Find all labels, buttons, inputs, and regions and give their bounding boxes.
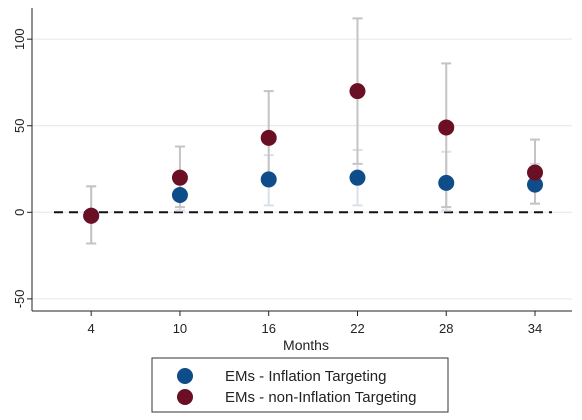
point-s0-3	[349, 169, 366, 186]
point-s0-1	[171, 186, 188, 203]
x-tick-label-4: 28	[439, 321, 453, 336]
confidence-intervals	[86, 17, 541, 245]
data-points	[83, 83, 544, 224]
legend-label-0: EMs - Inflation Targeting	[225, 368, 386, 385]
y-tick-label-3: 100	[12, 28, 27, 50]
x-tick-labels: 4 10 16 22 28 34	[88, 311, 542, 336]
x-tick-label-5: 34	[528, 321, 542, 336]
point-s0-4	[438, 174, 455, 191]
point-s1-0	[83, 207, 100, 224]
y-tick-label-0: -50	[12, 289, 27, 308]
x-tick-label-1: 10	[173, 321, 187, 336]
point-s0-2	[260, 171, 277, 188]
y-tick-labels: -50 0 50 100	[12, 28, 32, 308]
point-s1-2	[260, 129, 277, 146]
point-s1-1	[171, 169, 188, 186]
legend-marker-0	[177, 368, 193, 384]
y-tick-label-1: 0	[12, 209, 27, 216]
point-s1-4	[438, 119, 455, 136]
x-tick-label-0: 4	[88, 321, 95, 336]
grid-lines	[32, 38, 572, 300]
legend-box	[151, 357, 449, 413]
point-s1-3	[349, 83, 366, 100]
x-tick-label-3: 22	[350, 321, 364, 336]
x-tick-label-2: 16	[261, 321, 275, 336]
y-tick-label-2: 50	[12, 119, 27, 133]
point-s1-5	[527, 164, 544, 181]
legend: EMs - Inflation Targeting EMs - non-Infla…	[151, 357, 449, 413]
point-s0-5	[527, 176, 544, 193]
x-axis-title: Months	[283, 337, 329, 353]
axes	[31, 8, 572, 312]
legend-marker-1	[177, 389, 193, 405]
legend-label-1: EMs - non-Inflation Targeting	[225, 389, 417, 406]
